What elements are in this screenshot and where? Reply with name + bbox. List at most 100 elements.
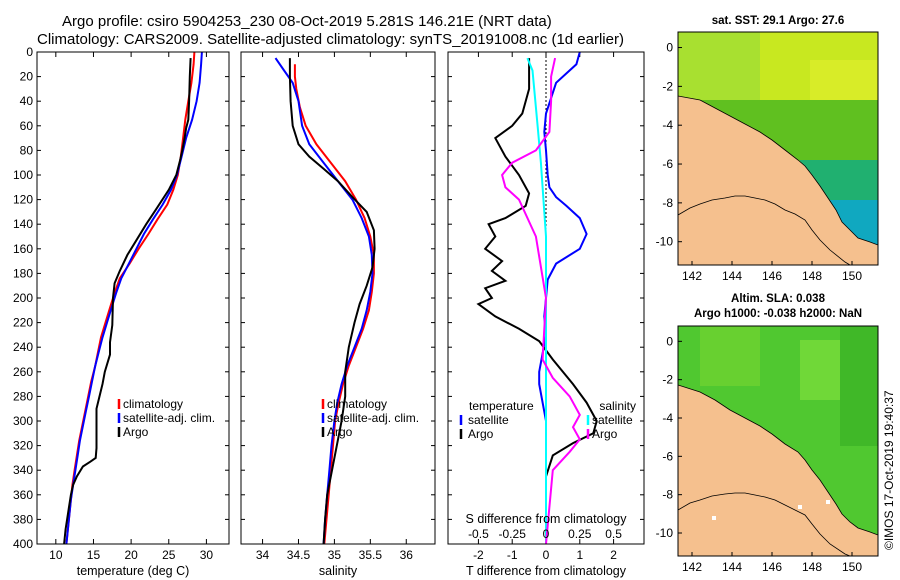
panel-frame	[36, 51, 230, 545]
title-line1: Argo profile: csiro 5904253_230 08-Oct-2…	[62, 13, 552, 30]
depth-tick-label: 220	[13, 316, 33, 330]
x-tick-label: -2	[473, 548, 484, 562]
series-s-argo	[501, 57, 582, 544]
x-tick-label: 10	[49, 548, 63, 562]
x-tick-label: 1	[576, 548, 583, 562]
depth-tick-label: 260	[13, 365, 33, 379]
depth-tick-label: 40	[20, 94, 34, 108]
legend-label: Argo	[468, 427, 494, 441]
s-tick-label: 0.5	[605, 527, 622, 541]
x-tick-label: 2	[610, 548, 617, 562]
map-lat-label: -8	[662, 196, 673, 210]
depth-tick-label: 200	[13, 291, 33, 305]
depth-tick-label: 240	[13, 340, 33, 354]
depth-tick-label: 280	[13, 389, 33, 403]
map-lat-label: -4	[662, 118, 673, 132]
map-lon-label: 144	[722, 560, 742, 574]
depth-tick-label: 0	[26, 45, 33, 59]
series-climatology	[65, 52, 196, 544]
series-argo	[288, 58, 376, 544]
x-tick-label: -1	[507, 548, 518, 562]
depth-tick-label: 120	[13, 193, 33, 207]
panel-frame	[240, 51, 436, 545]
panel-frame	[447, 51, 645, 545]
x-axis-label-top: S difference from climatology	[466, 512, 628, 526]
series-t-argo	[476, 58, 598, 544]
map-lat-label: -6	[662, 157, 673, 171]
x-tick-label: 20	[124, 548, 138, 562]
series-group	[63, 52, 203, 544]
map-lon-label: 142	[682, 560, 702, 574]
map-lon-label: 146	[762, 269, 782, 283]
map-lat-label: 0	[666, 334, 673, 348]
depth-tick-label: 300	[13, 414, 33, 428]
legend-title: temperature	[469, 399, 534, 413]
legend-label: satellite	[592, 413, 633, 427]
sst-map: sat. SST: 29.1 Argo: 27.6 0 -2 -4 -6 -8 -10 14…	[656, 15, 879, 283]
map-lon-label: 150	[842, 269, 862, 283]
sla-map-land	[678, 384, 878, 556]
series-group	[274, 57, 376, 544]
sla-map-title-line2: Argo h1000: -0.038 h2000: NaN	[694, 308, 862, 320]
depth-tick-label: 180	[13, 266, 33, 280]
map-lat-label: -8	[662, 488, 673, 502]
sst-map-land	[678, 95, 878, 265]
x-tick-label: 25	[162, 548, 176, 562]
legend-label: Argo	[327, 425, 353, 439]
map-lon-label: 148	[802, 560, 822, 574]
profile-panel-3: -2 -1 0 1 2 T difference from climatology temp…	[447, 51, 645, 578]
legend-label: Argo	[592, 427, 618, 441]
depth-tick-label: 160	[13, 242, 33, 256]
s-tick-label: -0.5	[468, 527, 489, 541]
x-tick-label: 34	[256, 548, 270, 562]
sst-map-frame	[677, 31, 879, 266]
profile-panel-2: 34 34.5 35 35.5 36 salinity climatologysatelli…	[240, 51, 436, 578]
sla-map-frame	[677, 325, 879, 557]
x-tick-label: 0	[543, 548, 550, 562]
map-lat-label: -10	[656, 235, 674, 249]
x-axis-label: T difference from climatology	[466, 564, 627, 578]
depth-tick-label: 140	[13, 217, 33, 231]
depth-tick-label: 60	[20, 119, 34, 133]
profile-panels: 0204060801001201401601802002202402602803…	[13, 45, 645, 578]
x-tick-label: 30	[200, 548, 214, 562]
depth-tick-label: 20	[20, 70, 34, 84]
depth-tick-label: 360	[13, 488, 33, 502]
x-tick-label: 34.5	[287, 548, 311, 562]
s-tick-label: 0.25	[568, 527, 592, 541]
series-satellite-adj-clim-	[65, 52, 203, 544]
map-lon-label: 148	[802, 269, 822, 283]
s-tick-label: -0.25	[499, 527, 527, 541]
title-line2: Climatology: CARS2009. Satellite-adjuste…	[37, 31, 624, 48]
depth-tick-label: 380	[13, 512, 33, 526]
depth-tick-label: 320	[13, 439, 33, 453]
sst-map-title: sat. SST: 29.1 Argo: 27.6	[712, 15, 845, 27]
depth-tick-label: 340	[13, 463, 33, 477]
depth-tick-label: 400	[13, 537, 33, 551]
profile-panel-1: 0 20 40 60 80 100 120 140 160 180 200 220 240 260 280 3…	[13, 45, 230, 578]
x-tick-label: 15	[87, 548, 101, 562]
legend-label: satellite-adj. clim.	[327, 411, 419, 425]
sla-map: Altim. SLA: 0.038 Argo h1000: -0.038 h20…	[656, 293, 879, 574]
legend-label: Argo	[123, 425, 149, 439]
map-lat-label: -10	[656, 526, 674, 540]
map-lat-label: -2	[662, 79, 673, 93]
x-tick-label: 35.5	[359, 548, 383, 562]
x-tick-label: 35	[328, 548, 342, 562]
map-lat-label: 0	[666, 41, 673, 55]
series-satellite-adj-clim-	[274, 57, 374, 544]
s-tick-label: 0	[543, 527, 550, 541]
legend-title: salinity	[599, 399, 636, 413]
legend-label: climatology	[327, 397, 387, 411]
map-lon-label: 146	[762, 560, 782, 574]
map-lon-label: 144	[722, 269, 742, 283]
depth-tick-label: 80	[20, 143, 34, 157]
map-lat-label: -6	[662, 449, 673, 463]
series-climatology	[293, 64, 375, 544]
series-group	[476, 52, 598, 544]
x-axis-label: temperature (deg C)	[77, 564, 190, 578]
x-axis-label: salinity	[319, 564, 358, 578]
legend-label: satellite	[468, 413, 509, 427]
map-lat-label: -4	[662, 411, 673, 425]
